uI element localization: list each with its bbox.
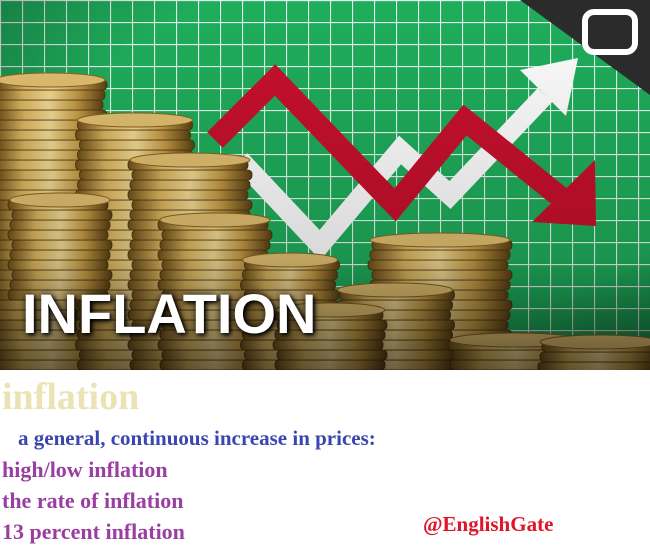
dictionary-term: inflation [2,376,140,418]
definition-text: a general, continuous increase in prices… [18,426,376,450]
author-handle: @EnglishGate [423,512,554,536]
hero-illustration [0,0,650,370]
example-sentence: high/low inflation [2,457,168,482]
hero-image: INFLATION [0,0,650,370]
hero-title: INFLATION [22,282,317,345]
example-sentence: the rate of inflation [2,488,184,513]
example-sentence: 13 percent inflation [2,519,185,544]
tv-screen-icon [520,0,650,95]
